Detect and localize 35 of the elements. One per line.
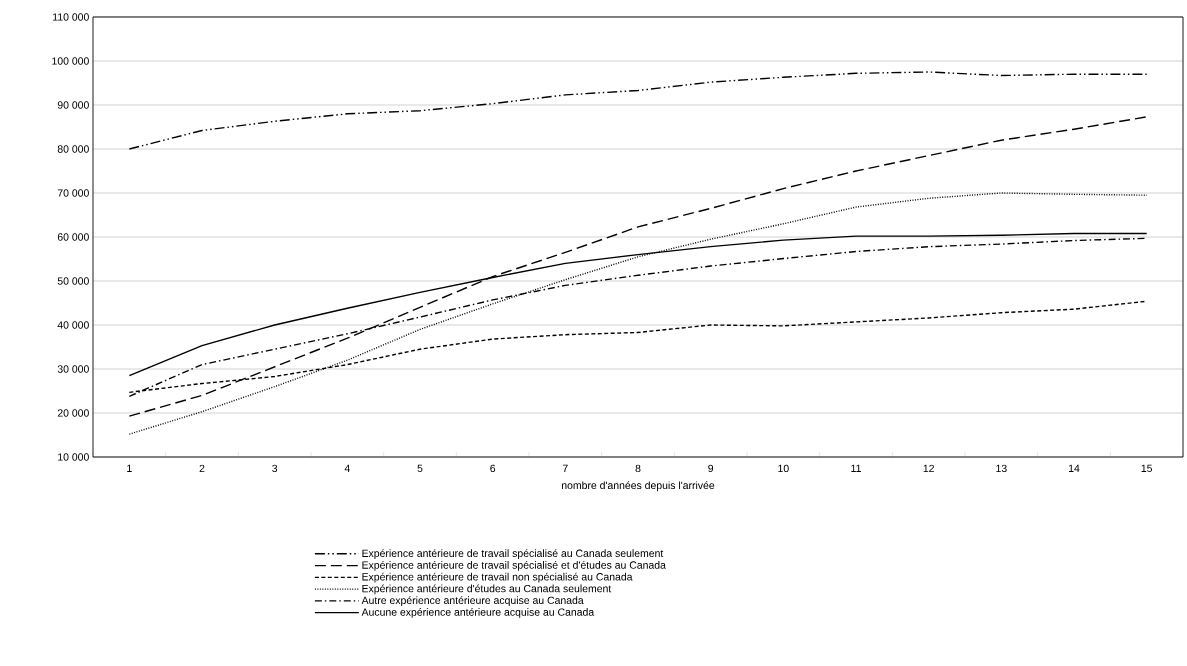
- y-tick-label: 100 000: [52, 57, 89, 65]
- legend-label: Expérience antérieure d'études au Canada seulement: [362, 584, 612, 595]
- y-tick-label: 80 000: [57, 145, 89, 153]
- x-tick-label: 5: [417, 464, 423, 472]
- legend-label: Expérience antérieure de travail spécialisé au Canada seulement: [362, 549, 664, 560]
- x-tick-label: 12: [923, 464, 934, 472]
- line-series: [128, 192, 1148, 435]
- x-tick-label: 9: [708, 464, 714, 473]
- x-tick-label: 2: [199, 464, 205, 472]
- x-tick-label: 15: [1141, 464, 1153, 472]
- x-tick-label: 14: [1068, 464, 1080, 472]
- x-tick-label: 11: [851, 464, 861, 472]
- x-tick-label: 10: [778, 464, 789, 473]
- y-tick-label: 40 000: [57, 321, 89, 329]
- y-tick-label: 20 000: [57, 409, 89, 417]
- x-tick-label: 6: [490, 464, 496, 473]
- y-tick-label: 70 000: [57, 189, 89, 197]
- legend-label: Expérience antérieure de travail non spécialisé au Canada: [362, 572, 633, 583]
- x-tick-label: 8: [635, 464, 641, 473]
- x-tick-label: 1: [127, 464, 132, 472]
- y-tick-label: 60 000: [57, 233, 89, 241]
- y-tick-label: 30 000: [57, 365, 89, 373]
- legend-label: Aucune expérience antérieure acquise au Canada: [361, 608, 595, 618]
- x-axis-title: nombre d'années depuis l'arrivée: [561, 481, 715, 492]
- x-tick-label: 3: [272, 464, 278, 473]
- legend-label: Autre expérience antérieure acquise au Canada: [361, 596, 584, 607]
- x-tick-label: 13: [996, 464, 1007, 473]
- x-tick-label: 7: [562, 464, 568, 472]
- y-tick-label: 10 000: [58, 453, 89, 461]
- x-tick-label: 4: [344, 464, 350, 472]
- y-tick-label: 110 000: [53, 13, 89, 21]
- legend-label: Expérience antérieure de travail spécialisé et d'études au Canada: [362, 560, 666, 571]
- line-series: [128, 71, 1148, 150]
- y-tick-label: 90 000: [57, 101, 89, 109]
- y-tick-label: 50 000: [57, 277, 89, 285]
